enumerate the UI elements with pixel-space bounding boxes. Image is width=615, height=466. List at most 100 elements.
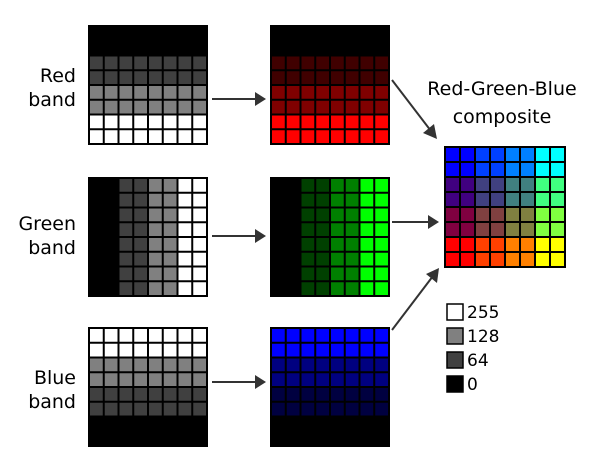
red-gray-cell: [119, 41, 133, 55]
green-band-label-line2: band: [28, 237, 76, 259]
green-gray-cell: [178, 193, 192, 207]
composite-cell: [521, 253, 534, 266]
blue-band-label-line2: band: [28, 391, 76, 413]
composite-cell: [461, 193, 474, 206]
blue-gray-cell: [119, 402, 133, 416]
green-gray-cell: [178, 208, 192, 222]
red-gray-cell: [163, 56, 177, 70]
green-color-cell: [301, 238, 315, 251]
composite-title-line1: Red-Green-Blue: [427, 78, 576, 100]
composite-cell: [446, 193, 459, 206]
blue-gray-cell: [134, 417, 147, 431]
red-gray-cell: [163, 100, 177, 114]
composite-cell: [536, 253, 549, 266]
green-gray-cell: [149, 208, 162, 222]
red-gray-cell: [193, 71, 206, 84]
green-gray-cell: [178, 223, 192, 236]
red-color-cell: [345, 130, 359, 143]
green-color-cell: [375, 238, 388, 251]
red-color-cell: [345, 71, 359, 84]
composite-cell: [506, 178, 519, 191]
blue-gray-cell: [134, 329, 147, 342]
green-color-cell: [375, 252, 388, 266]
blue-gray-cell: [90, 402, 103, 416]
red-gray-cell: [104, 115, 118, 129]
composite-cell: [536, 193, 549, 206]
blue-gray-cell: [134, 432, 147, 445]
red-gray-cell: [90, 71, 103, 84]
green-gray-cell: [104, 223, 118, 236]
red-gray-cell: [134, 100, 147, 114]
composite-cell: [476, 238, 489, 251]
green-gray-cell: [149, 193, 162, 207]
composite-cell: [491, 193, 504, 206]
red-color-cell: [286, 130, 300, 143]
green-color-cell: [301, 252, 315, 266]
blue-color-cell: [272, 329, 285, 342]
composite-cell: [551, 208, 564, 221]
red-gray-cell: [90, 41, 103, 55]
blue-color-cell: [360, 417, 374, 431]
composite-cell: [536, 208, 549, 221]
green-color-cell: [360, 282, 374, 295]
red-color-cell: [316, 86, 329, 99]
blue-gray-cell: [163, 432, 177, 445]
blue-color-cell: [360, 358, 374, 372]
green-color-cell: [286, 223, 300, 236]
blue-color-cell: [316, 329, 329, 342]
red-color-cell: [360, 86, 374, 99]
red-color-cell: [286, 115, 300, 129]
green-gray-cell: [193, 252, 206, 266]
red-color-cell: [345, 56, 359, 70]
legend-swatch-255: [446, 303, 464, 321]
blue-color-cell: [316, 388, 329, 401]
blue-color-cell: [345, 432, 359, 445]
blue-gray-cell: [178, 343, 192, 357]
green-gray-cell: [163, 223, 177, 236]
blue-color-cell: [316, 402, 329, 416]
green-color-cell: [331, 267, 344, 281]
green-gray-cell: [119, 179, 133, 192]
red-color-cell: [331, 115, 344, 129]
blue-color-cell: [286, 358, 300, 372]
red-gray-cell: [163, 115, 177, 129]
blue-gray-cell: [149, 432, 162, 445]
blue-gray-cell: [119, 373, 133, 386]
green-gray-cell: [134, 179, 147, 192]
blue-gray-cell: [178, 329, 192, 342]
red-color-cell: [331, 27, 344, 40]
composite-cell: [551, 148, 564, 161]
red-gray-cell: [134, 41, 147, 55]
blue-color-cell: [286, 402, 300, 416]
red-color-cell: [272, 100, 285, 114]
red-color-cell: [272, 56, 285, 70]
green-color-cell: [316, 238, 329, 251]
green-gray-cell: [134, 267, 147, 281]
blue-color-cell: [375, 358, 388, 372]
red-gray-cell: [90, 115, 103, 129]
red-gray-cell: [149, 41, 162, 55]
blue-color-cell: [345, 373, 359, 386]
blue-gray-cell: [149, 373, 162, 386]
green-color-cell: [360, 238, 374, 251]
blue-gray-cell: [149, 402, 162, 416]
red-gray-cell: [104, 130, 118, 143]
blue-color-cell: [286, 329, 300, 342]
green-color-cell: [345, 252, 359, 266]
green-color-cell: [316, 193, 329, 207]
red-color-cell: [301, 86, 315, 99]
composite-cell: [551, 253, 564, 266]
red-color-cell: [272, 41, 285, 55]
green-color-cell: [375, 208, 388, 222]
red-gray-cell: [119, 56, 133, 70]
blue-gray-cell: [134, 388, 147, 401]
blue-gray-cell: [90, 388, 103, 401]
red-color-cell: [360, 41, 374, 55]
blue-gray-cell: [178, 388, 192, 401]
blue-color-cell: [331, 358, 344, 372]
red-color-cell: [360, 130, 374, 143]
green-gray-cell: [163, 267, 177, 281]
blue-color-cell: [286, 373, 300, 386]
red-band-label-line2: band: [28, 89, 76, 111]
blue-color-cell: [272, 432, 285, 445]
